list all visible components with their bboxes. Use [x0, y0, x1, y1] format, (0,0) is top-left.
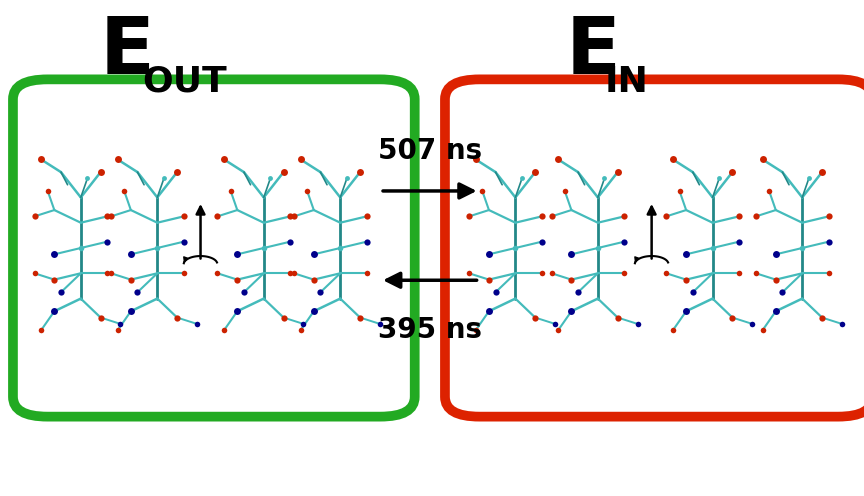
- Text: E: E: [99, 13, 155, 91]
- Text: E: E: [566, 13, 621, 91]
- FancyBboxPatch shape: [13, 79, 415, 417]
- Text: 395 ns: 395 ns: [378, 316, 482, 344]
- Text: 507 ns: 507 ns: [378, 137, 482, 165]
- Text: OUT: OUT: [143, 65, 227, 99]
- FancyBboxPatch shape: [445, 79, 864, 417]
- Text: IN: IN: [605, 65, 649, 99]
